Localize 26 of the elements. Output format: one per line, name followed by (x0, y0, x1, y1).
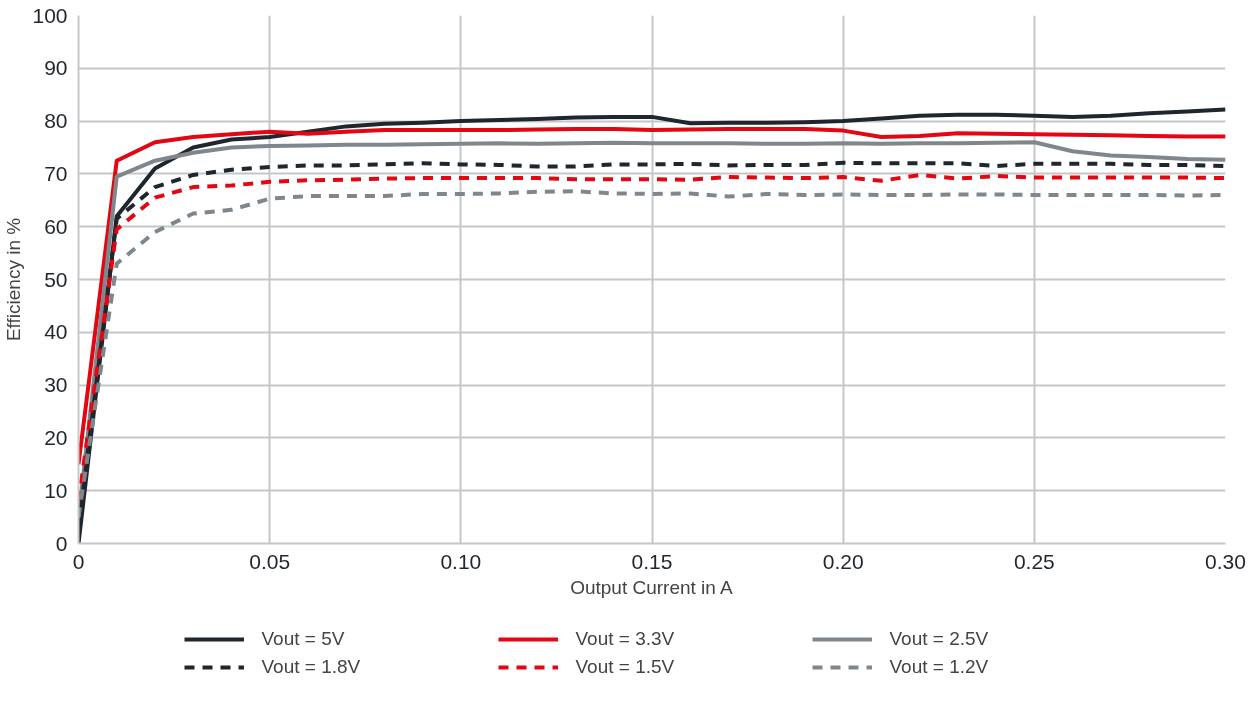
y-tick-label: 0 (55, 531, 68, 555)
legend-label: Vout = 2.5V (889, 627, 990, 650)
legend-label: Vout = 5V (261, 627, 346, 650)
y-tick-label: 60 (44, 214, 68, 238)
y-tick-label: 70 (44, 161, 68, 185)
legend-label: Vout = 1.8V (261, 655, 362, 678)
y-tick-label: 90 (44, 56, 68, 80)
x-tick-label: 0.15 (631, 549, 673, 573)
x-tick-label: 0.05 (249, 549, 291, 573)
x-axis-title: Output Current in A (570, 576, 734, 598)
y-tick-label: 20 (44, 425, 68, 449)
x-tick-label: 0.10 (440, 549, 482, 573)
y-tick-label: 30 (44, 373, 68, 397)
legend-label: Vout = 3.3V (575, 627, 676, 650)
legend-label: Vout = 1.5V (575, 655, 676, 678)
x-tick-label: 0.30 (1205, 549, 1246, 573)
x-tick-label: 0 (72, 549, 85, 573)
y-axis-title: Efficiency in % (3, 217, 25, 342)
y-tick-label: 40 (44, 320, 68, 344)
legend-label: Vout = 1.2V (889, 655, 990, 678)
x-tick-label: 0.25 (1013, 549, 1055, 573)
y-tick-label: 100 (32, 3, 68, 27)
y-tick-label: 50 (44, 267, 68, 291)
y-tick-label: 80 (44, 109, 68, 133)
x-tick-label: 0.20 (822, 549, 864, 573)
y-tick-label: 10 (44, 478, 68, 502)
